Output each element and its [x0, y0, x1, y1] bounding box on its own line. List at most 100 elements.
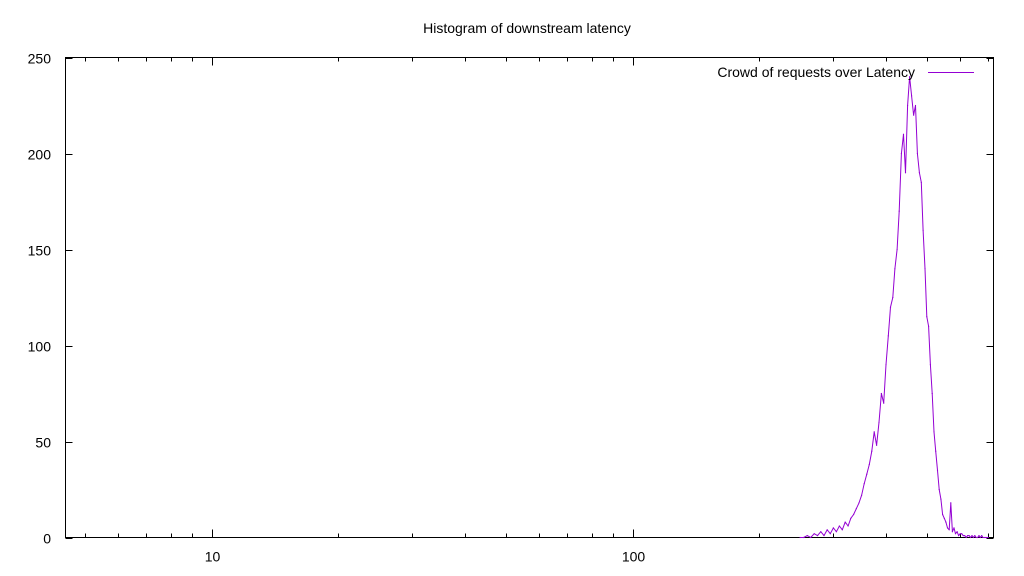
- series-point: [909, 76, 911, 78]
- series-point: [942, 513, 944, 516]
- series-layer: [799, 76, 989, 539]
- series-point: [892, 296, 894, 299]
- y-tick-label: 200: [28, 147, 52, 163]
- series-point: [826, 529, 828, 531]
- series-point: [956, 531, 958, 533]
- series-point: [855, 508, 857, 510]
- legend-label: Crowd of requests over Latency: [717, 64, 915, 80]
- y-tick-label: 0: [43, 531, 51, 547]
- series-point: [847, 525, 849, 527]
- series-point: [914, 104, 917, 107]
- series-point: [967, 535, 969, 537]
- series-point: [863, 483, 865, 485]
- series-point: [916, 152, 919, 155]
- series-point: [841, 529, 843, 531]
- series-point: [904, 172, 907, 174]
- series-point: [959, 533, 961, 535]
- series-point: [813, 533, 815, 535]
- series-point: [913, 114, 915, 116]
- legend: Crowd of requests over Latency: [717, 64, 974, 80]
- x-tick-label: 10: [205, 549, 221, 565]
- series-point: [866, 473, 868, 475]
- x-tick-label: 100: [622, 549, 646, 565]
- series-point: [983, 536, 986, 539]
- series-point: [876, 444, 878, 446]
- series-point: [945, 521, 947, 523]
- series-point: [832, 527, 835, 529]
- series-point: [946, 527, 949, 529]
- series-point: [926, 316, 928, 318]
- series-point: [978, 535, 980, 537]
- series-point: [924, 268, 926, 270]
- y-tick-label: 50: [35, 435, 51, 451]
- series-point: [850, 517, 852, 519]
- series-point: [820, 531, 822, 533]
- series-point: [977, 536, 979, 539]
- series-point: [835, 531, 838, 533]
- series-point: [868, 463, 870, 466]
- y-axis: 0 50 100 150 200 250: [28, 51, 994, 547]
- series-point: [936, 469, 939, 471]
- series-point: [885, 364, 887, 366]
- series-point: [907, 104, 909, 107]
- series-point: [943, 517, 945, 519]
- series-point: [981, 535, 983, 537]
- series-point: [931, 392, 933, 395]
- series-point: [972, 536, 975, 539]
- series-point: [816, 535, 819, 537]
- series-point: [920, 181, 922, 183]
- series-point: [953, 527, 955, 529]
- series-point: [969, 536, 972, 539]
- series-point: [987, 536, 989, 539]
- series-point: [887, 335, 889, 337]
- series-point: [951, 531, 954, 533]
- chart-title: Histogram of downstream latency: [423, 20, 631, 36]
- series-point: [844, 521, 846, 523]
- series-point: [958, 535, 960, 537]
- series-point: [986, 536, 988, 539]
- plot-frame: [65, 57, 994, 538]
- y-tick-label: 250: [28, 51, 52, 67]
- series-point: [829, 533, 831, 535]
- series-point: [902, 133, 905, 135]
- series-point: [873, 431, 875, 433]
- series-point: [861, 494, 863, 496]
- series-point: [799, 536, 801, 539]
- y-tick-label: 100: [28, 339, 52, 355]
- series-point: [889, 306, 892, 308]
- series-point: [929, 364, 932, 366]
- series-point: [938, 488, 940, 491]
- series-point: [928, 325, 930, 327]
- series-point: [974, 535, 976, 537]
- series-point: [954, 533, 957, 535]
- series-point: [933, 431, 935, 433]
- series-point: [985, 536, 987, 539]
- series-point: [894, 268, 896, 270]
- series-point: [964, 535, 966, 537]
- series-point: [948, 529, 950, 531]
- series-point: [900, 152, 903, 155]
- series-point: [878, 421, 880, 423]
- series-point: [982, 536, 984, 539]
- series-point: [853, 513, 855, 516]
- series-point: [950, 502, 952, 504]
- series-point: [871, 450, 873, 452]
- series-point: [838, 525, 841, 527]
- series-point: [975, 536, 977, 539]
- series-point: [935, 450, 937, 452]
- series-point: [896, 248, 898, 251]
- x-axis: 10 100: [85, 57, 989, 565]
- series-point: [979, 536, 981, 539]
- series-point: [898, 210, 900, 212]
- series-point: [962, 535, 964, 537]
- series-point: [858, 502, 860, 504]
- series-point: [968, 535, 970, 537]
- series-point: [971, 535, 973, 537]
- series-point: [965, 536, 967, 539]
- series-point: [940, 498, 942, 500]
- series-point: [803, 536, 805, 539]
- series-point: [918, 172, 921, 174]
- series-point: [880, 392, 883, 395]
- series-point: [810, 536, 812, 539]
